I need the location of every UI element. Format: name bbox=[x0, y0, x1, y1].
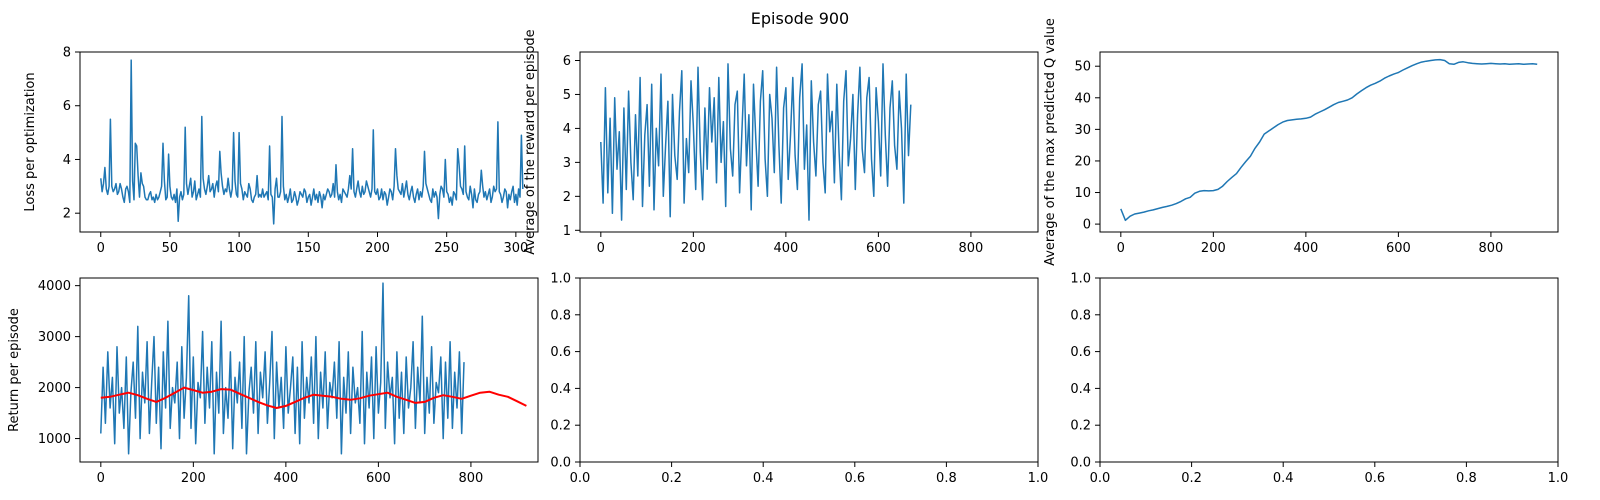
x-tick-label-loss: 100 bbox=[227, 241, 252, 256]
figure-suptitle: Episode 900 bbox=[751, 9, 849, 28]
y-axis-label-loss: Loss per optimization bbox=[23, 72, 38, 211]
y-tick-label-loss: 8 bbox=[63, 46, 71, 61]
series-line-reward-0 bbox=[600, 63, 912, 221]
y-axis-label-reward: Average of the reward per episode bbox=[523, 29, 538, 254]
y-tick-label-loss: 4 bbox=[63, 153, 71, 168]
y-tick-label-qvalue: 40 bbox=[1074, 91, 1091, 106]
x-tick-label-qvalue: 200 bbox=[1201, 241, 1226, 256]
x-tick-label-return: 400 bbox=[273, 471, 298, 486]
x-tick-label-loss: 300 bbox=[503, 241, 528, 256]
subplot-empty2: 0.0 0.2 0.4 0.6 0.8 1.0 0.0 0.2 0.4 0.6 0.8 1.0 bbox=[1070, 272, 1568, 487]
subplot-empty1: 0.0 0.2 0.4 0.6 0.8 1.0 0.0 0.2 0.4 0.6 0.8 1.0 bbox=[550, 272, 1048, 487]
x-tick-label-loss: 50 bbox=[162, 241, 179, 256]
y-tick-label-empty1: 1.0 bbox=[550, 272, 571, 287]
y-tick-label-empty1: 0.2 bbox=[550, 419, 571, 434]
x-tick-label-empty2: 1.0 bbox=[1548, 471, 1569, 486]
x-tick-label-return: 0 bbox=[97, 471, 105, 486]
subplot-qvalue: 0 200 400 600 800 0 10 20 30 40 50 Average of the m… bbox=[1043, 18, 1559, 266]
x-tick-label-empty1: 0.6 bbox=[844, 471, 865, 486]
x-tick-label-qvalue: 800 bbox=[1479, 241, 1504, 256]
y-tick-label-qvalue: 0 bbox=[1083, 218, 1091, 233]
y-tick-label-reward: 3 bbox=[563, 156, 571, 171]
x-tick-label-return: 600 bbox=[366, 471, 391, 486]
y-axis-label-return: Return per episode bbox=[7, 308, 22, 432]
axes-frame-empty2 bbox=[1099, 277, 1559, 463]
x-tick-label-empty2: 0.2 bbox=[1181, 471, 1202, 486]
y-tick-label-empty2: 0.6 bbox=[1070, 345, 1091, 360]
x-tick-label-empty2: 0.6 bbox=[1364, 471, 1385, 486]
series-line-return-0 bbox=[100, 282, 465, 455]
y-tick-label-empty2: 0.2 bbox=[1070, 419, 1091, 434]
y-tick-label-reward: 5 bbox=[563, 88, 571, 103]
y-tick-label-qvalue: 20 bbox=[1074, 154, 1091, 169]
series-line-return-1 bbox=[100, 386, 527, 409]
axes-frame-qvalue bbox=[1099, 51, 1559, 233]
y-axis-label-qvalue: Average of the max predicted Q value bbox=[1043, 18, 1058, 266]
subplot-return: 0 200 400 600 800 1000 2000 3000 4000 Return per … bbox=[7, 277, 539, 486]
x-tick-label-empty1: 1.0 bbox=[1028, 471, 1049, 486]
y-tick-label-empty1: 0.0 bbox=[550, 456, 571, 471]
x-tick-label-return: 200 bbox=[181, 471, 206, 486]
y-tick-label-empty1: 0.8 bbox=[550, 308, 571, 323]
x-tick-label-loss: 150 bbox=[296, 241, 321, 256]
y-tick-label-reward: 2 bbox=[563, 190, 571, 205]
x-tick-label-empty1: 0.0 bbox=[570, 471, 591, 486]
y-tick-label-empty1: 0.4 bbox=[550, 382, 571, 397]
y-tick-label-empty2: 0.0 bbox=[1070, 456, 1091, 471]
subplot-reward: 0 200 400 600 800 1 2 3 4 5 6 Average of the reward… bbox=[523, 29, 1039, 256]
x-tick-label-empty1: 0.2 bbox=[661, 471, 682, 486]
x-tick-label-empty2: 0.4 bbox=[1273, 471, 1294, 486]
subplot-loss: 0 50 100 150 200 250 300 2 4 6 8 Loss per optimizat… bbox=[23, 46, 539, 256]
y-tick-label-return: 4000 bbox=[38, 279, 71, 294]
x-tick-label-reward: 0 bbox=[597, 241, 605, 256]
x-tick-label-qvalue: 600 bbox=[1386, 241, 1411, 256]
x-tick-label-empty2: 0.8 bbox=[1456, 471, 1477, 486]
y-tick-label-reward: 4 bbox=[563, 122, 571, 137]
x-tick-label-empty1: 0.8 bbox=[936, 471, 957, 486]
axes-frame-return bbox=[79, 277, 539, 463]
x-tick-label-reward: 200 bbox=[681, 241, 706, 256]
x-tick-label-qvalue: 0 bbox=[1117, 241, 1125, 256]
x-tick-label-empty1: 0.4 bbox=[753, 471, 774, 486]
axes-frame-empty1 bbox=[579, 277, 1039, 463]
y-tick-label-qvalue: 30 bbox=[1074, 123, 1091, 138]
x-tick-label-loss: 250 bbox=[434, 241, 459, 256]
y-tick-label-qvalue: 10 bbox=[1074, 186, 1091, 201]
y-tick-label-return: 1000 bbox=[38, 432, 71, 447]
series-line-loss-0 bbox=[100, 59, 524, 225]
y-tick-label-loss: 2 bbox=[63, 207, 71, 222]
axes-frame-reward bbox=[579, 51, 1039, 233]
x-tick-label-loss: 0 bbox=[97, 241, 105, 256]
y-tick-label-loss: 6 bbox=[63, 99, 71, 114]
y-tick-label-return: 2000 bbox=[38, 381, 71, 396]
x-tick-label-return: 800 bbox=[459, 471, 484, 486]
axes-frame-loss bbox=[79, 51, 539, 233]
y-tick-label-empty1: 0.6 bbox=[550, 345, 571, 360]
series-line-qvalue-0 bbox=[1120, 58, 1538, 222]
x-tick-label-qvalue: 400 bbox=[1293, 241, 1318, 256]
y-tick-label-empty2: 1.0 bbox=[1070, 272, 1091, 287]
x-tick-label-empty2: 0.0 bbox=[1090, 471, 1111, 486]
y-tick-label-reward: 6 bbox=[563, 54, 571, 69]
y-tick-label-reward: 1 bbox=[563, 224, 571, 239]
x-tick-label-loss: 200 bbox=[365, 241, 390, 256]
y-tick-label-empty2: 0.8 bbox=[1070, 308, 1091, 323]
y-tick-label-empty2: 0.4 bbox=[1070, 382, 1091, 397]
x-tick-label-reward: 800 bbox=[959, 241, 984, 256]
y-tick-label-qvalue: 50 bbox=[1074, 60, 1091, 75]
x-tick-label-reward: 400 bbox=[773, 241, 798, 256]
y-tick-label-return: 3000 bbox=[38, 330, 71, 345]
x-tick-label-reward: 600 bbox=[866, 241, 891, 256]
